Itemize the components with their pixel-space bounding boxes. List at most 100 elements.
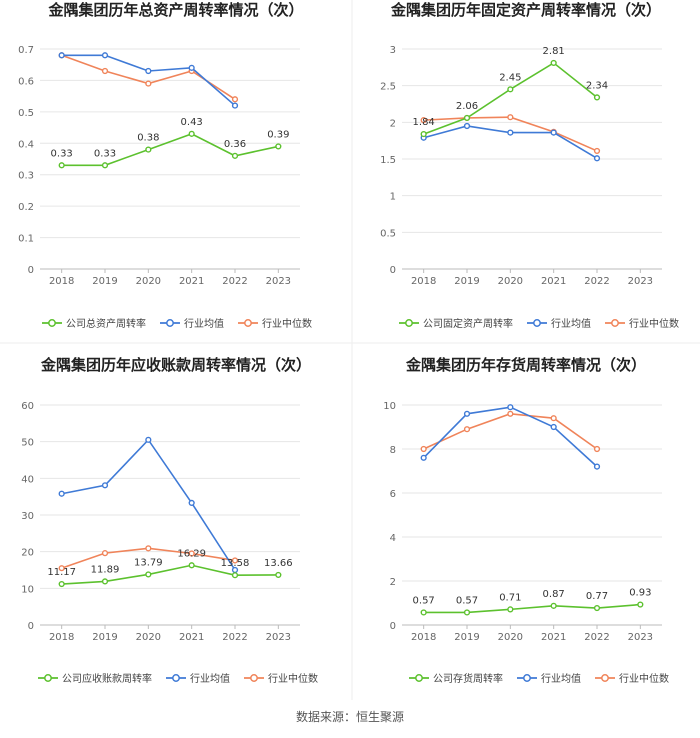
legend-industry-median-label: 行业中位数 (268, 672, 318, 685)
company-point (550, 59, 557, 67)
company-data-label: 0.36 (224, 139, 246, 150)
legend-industry-avg-label: 行业均值 (541, 672, 581, 685)
company-line (61, 564, 279, 585)
legend-industry-avg[interactable]: 行业均值 (166, 672, 230, 685)
company-point (507, 86, 514, 93)
legend-company[interactable]: 公司应收账款周转率 (38, 672, 152, 685)
company-data-label: 1.84 (413, 117, 435, 128)
x-tick-label: 2020 (136, 276, 161, 287)
chart-panel-4: 金隅集团历年存货周转率情况（次） 0 2 4 6 8 10 2018 2019 2020 2021 2… (383, 356, 669, 685)
x-tick-label: 2023 (266, 632, 291, 643)
industry-median-point (420, 445, 427, 453)
x-tick-label: 2019 (454, 632, 479, 643)
industry-avg-point (101, 52, 109, 59)
industry-avg-point (145, 436, 152, 443)
company-data-label: 2.06 (456, 101, 478, 112)
industry-avg-point (507, 404, 514, 411)
y-tick-label: 0 (390, 621, 396, 632)
chart-title: 金隅集团历年存货周转率情况（次） (405, 356, 646, 374)
legend-industry-median-marker-icon (601, 674, 609, 682)
company-point (188, 562, 195, 569)
legend-company[interactable]: 公司总资产周转率 (42, 317, 146, 330)
y-tick-label: 4 (390, 533, 396, 544)
y-tick-label: 0.2 (18, 202, 34, 213)
x-tick-label: 2018 (411, 632, 436, 643)
company-point (188, 130, 195, 137)
x-tick-label: 2019 (92, 276, 117, 287)
legend-industry-avg[interactable]: 行业均值 (517, 672, 581, 685)
company-data-label: 2.45 (499, 72, 521, 83)
company-point (101, 578, 109, 585)
legend-company[interactable]: 公司存货周转率 (409, 672, 503, 685)
x-tick-label: 2020 (136, 632, 161, 643)
industry-median-point (145, 80, 152, 87)
company-line (423, 603, 641, 614)
company-point (463, 609, 471, 616)
legend-industry-median[interactable]: 行业中位数 (238, 317, 312, 330)
industry-avg-point (58, 52, 65, 59)
legend-company-marker-icon (44, 674, 52, 682)
chart-legend: 公司应收账款周转率 行业均值 行业中位数 (38, 672, 318, 685)
y-tick-label: 2 (390, 118, 396, 129)
company-point (275, 143, 282, 150)
y-tick-label: 50 (21, 438, 34, 449)
chart-legend: 公司存货周转率 行业均值 行业中位数 (409, 672, 669, 685)
industry-avg-series (58, 436, 239, 574)
company-data-label: 16.29 (177, 548, 206, 559)
y-tick-label: 10 (21, 584, 34, 595)
company-data-label: 0.77 (586, 591, 608, 602)
legend-industry-median[interactable]: 行业中位数 (244, 672, 318, 685)
company-series (420, 601, 644, 616)
x-tick-label: 2018 (49, 632, 74, 643)
legend-industry-avg[interactable]: 行业均值 (527, 317, 591, 330)
y-tick-label: 1 (390, 192, 396, 203)
company-point (593, 94, 601, 101)
industry-median-point (420, 117, 427, 124)
industry-avg-point (507, 129, 514, 136)
y-tick-label: 40 (21, 474, 34, 485)
legend-company-marker-icon (405, 319, 413, 327)
legend-industry-median-marker-icon (244, 319, 252, 327)
company-point (58, 580, 65, 588)
x-tick-label: 2022 (222, 632, 247, 643)
company-point (507, 606, 514, 613)
legend-company[interactable]: 公司固定资产周转率 (399, 317, 513, 330)
legend-industry-median[interactable]: 行业中位数 (605, 317, 679, 330)
source-note: 数据来源：恒生聚源 (295, 710, 404, 724)
x-tick-label: 2018 (411, 276, 436, 287)
industry-median-point (231, 96, 239, 103)
industry-avg-point (101, 482, 109, 489)
company-point (463, 114, 471, 122)
company-point (231, 572, 239, 579)
industry-median-point (101, 67, 109, 75)
legend-industry-avg[interactable]: 行业均值 (160, 317, 224, 330)
industry-avg-point (550, 129, 557, 136)
legend-industry-median[interactable]: 行业中位数 (595, 672, 669, 685)
x-tick-label: 2021 (179, 276, 204, 287)
industry-avg-point (188, 499, 195, 507)
x-tick-label: 2018 (49, 276, 74, 287)
industry-avg-series (420, 404, 601, 470)
company-point (58, 162, 65, 169)
legend-company-marker-icon (48, 319, 56, 327)
x-tick-label: 2021 (179, 632, 204, 643)
y-tick-label: 0.5 (18, 108, 34, 119)
company-data-label: 0.33 (51, 148, 73, 159)
y-tick-label: 0.4 (18, 139, 34, 150)
x-tick-label: 2020 (498, 632, 523, 643)
chart-legend: 公司总资产周转率 行业均值 行业中位数 (42, 317, 312, 330)
legend-company-marker-icon (415, 674, 423, 682)
y-tick-label: 0 (28, 621, 34, 632)
y-tick-label: 0 (28, 265, 34, 276)
company-point (637, 601, 644, 608)
industry-avg-point (188, 64, 195, 71)
chart-title: 金隅集团历年固定资产周转率情况（次） (390, 1, 661, 19)
company-data-label: 13.79 (134, 557, 163, 568)
chart-panel-1: 金隅集团历年总资产周转率情况（次） 0 0.1 0.2 0.3 0.4 0.5 0.6 0.7 2… (18, 1, 312, 330)
y-tick-label: 60 (21, 401, 34, 412)
y-tick-label: 10 (383, 401, 396, 412)
legend-company-label: 公司存货周转率 (433, 672, 503, 685)
company-series (420, 59, 601, 138)
industry-median-point (593, 445, 601, 453)
